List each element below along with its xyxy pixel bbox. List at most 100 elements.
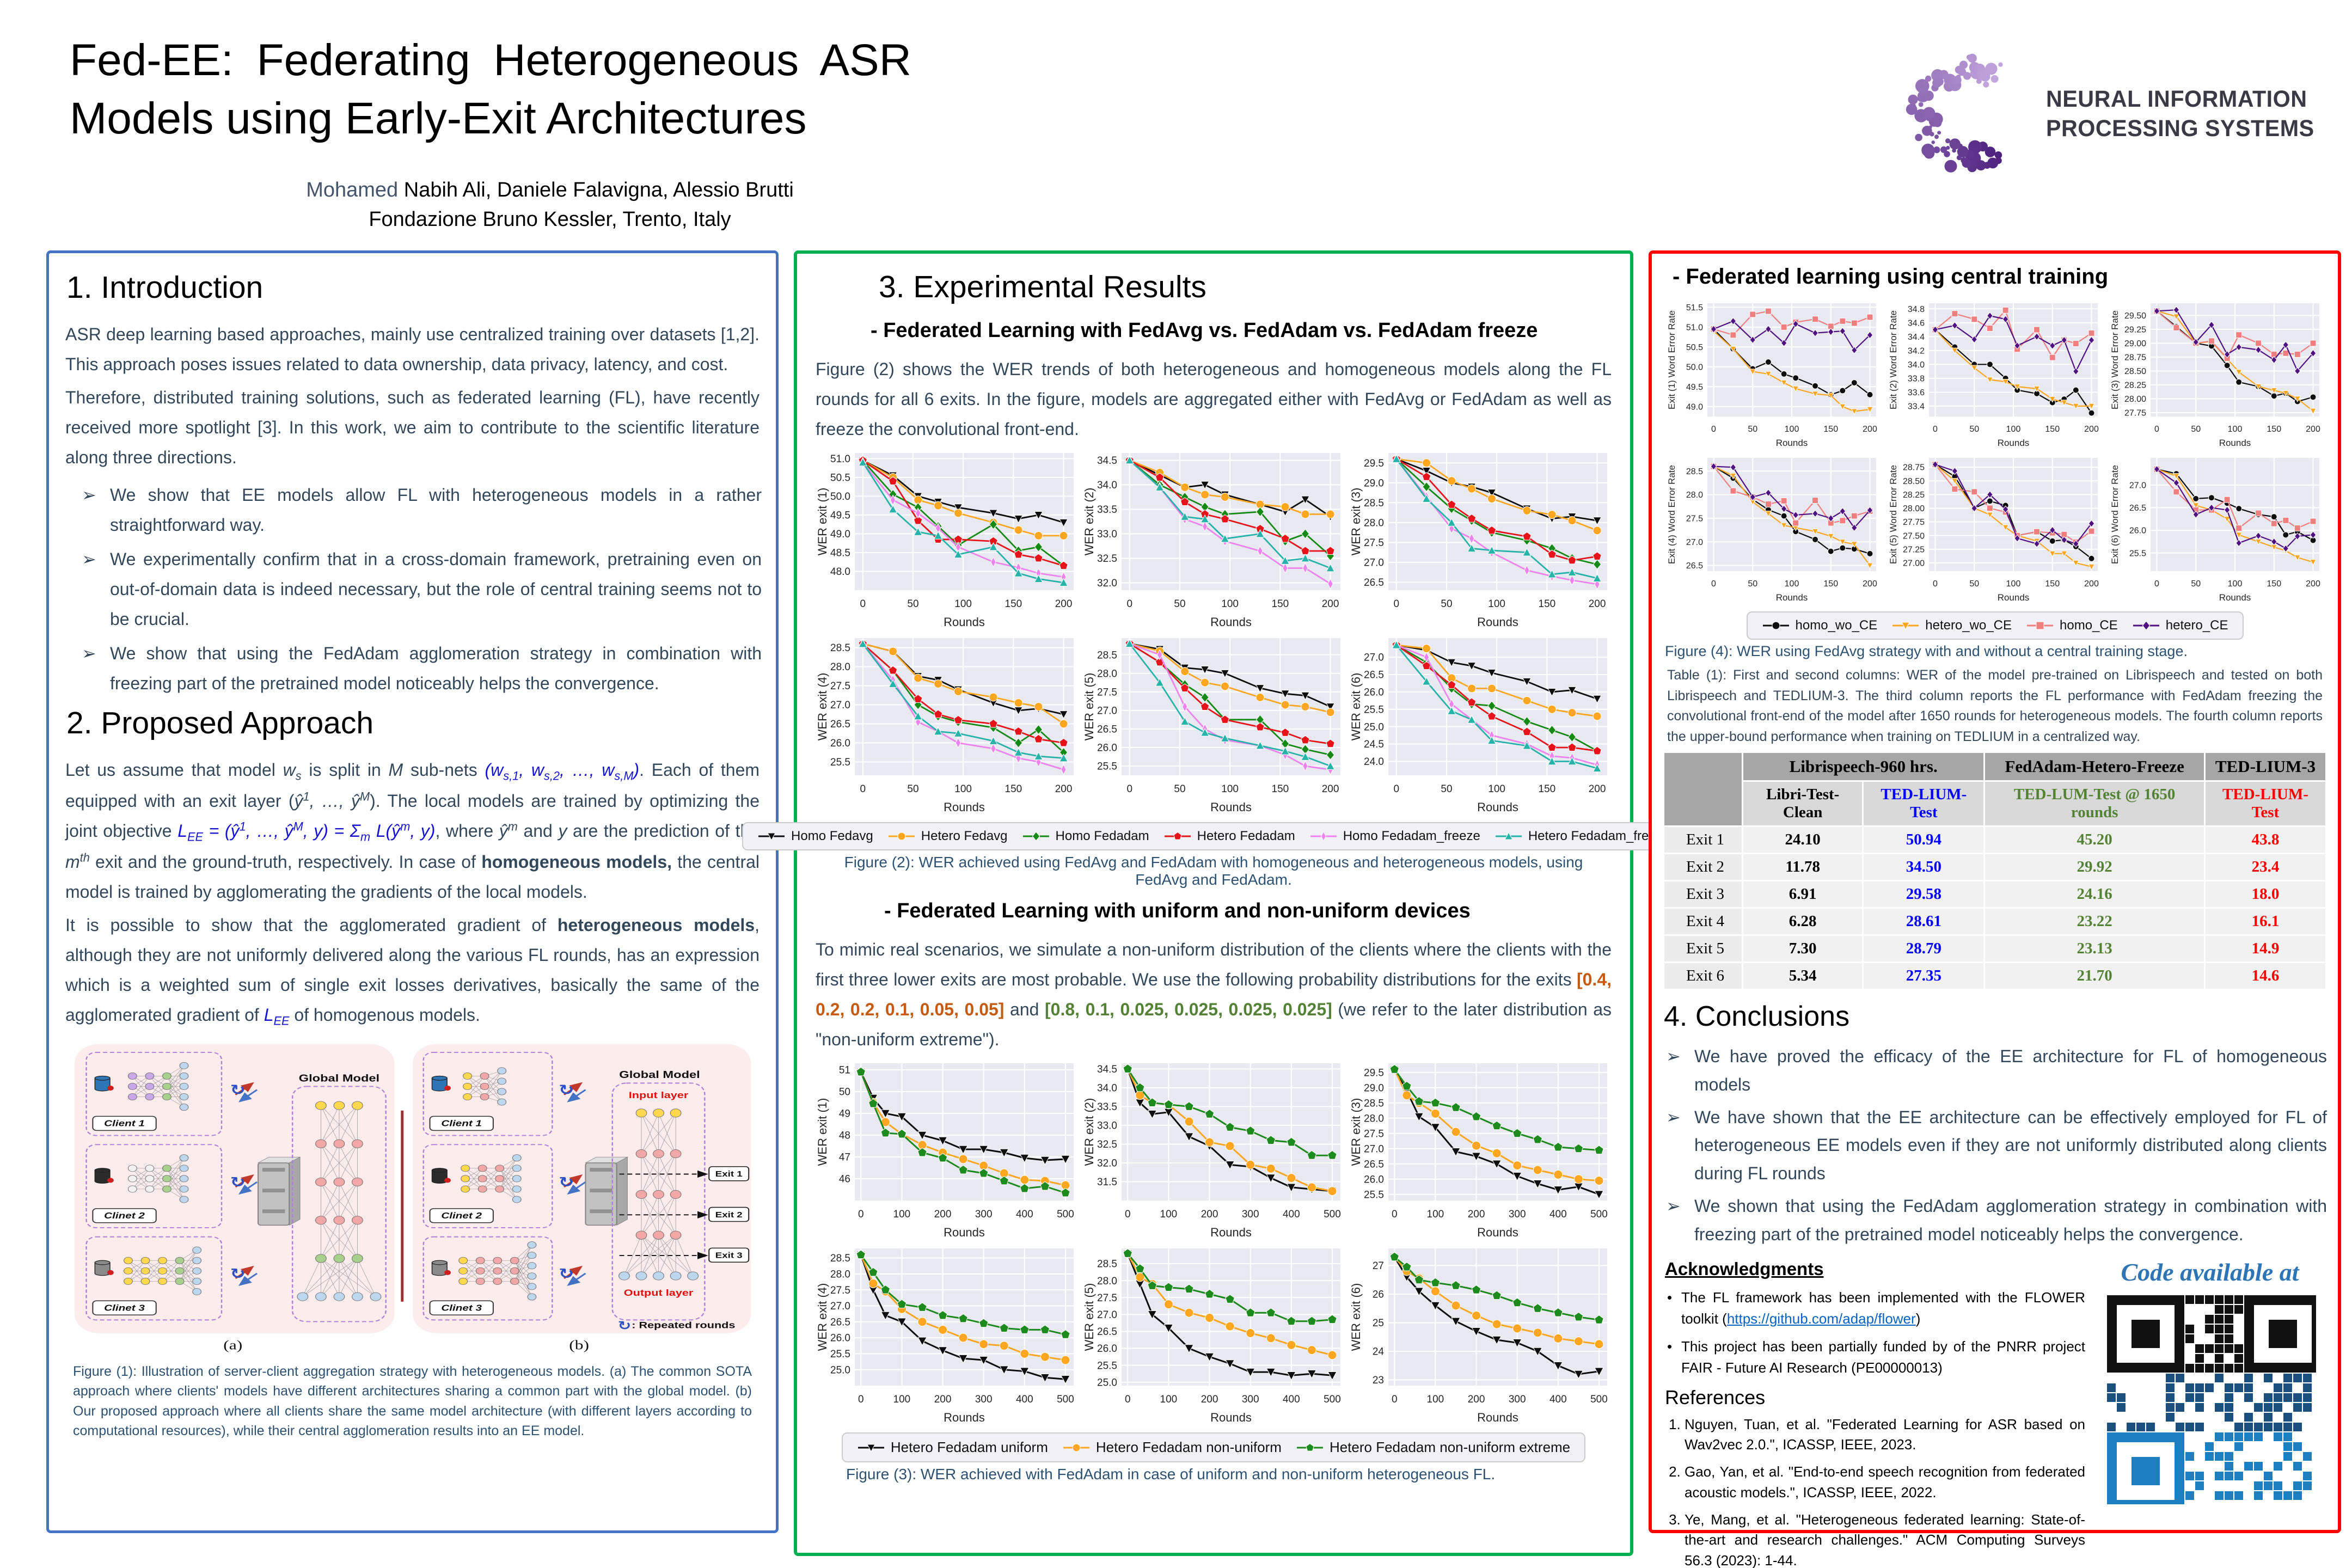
table-cell: 16.1: [2203, 907, 2328, 936]
svg-text:400: 400: [1549, 1209, 1567, 1220]
svg-text:WER exit (1): WER exit (1): [816, 488, 829, 556]
intro-bullet: We show that EE models allow FL with het…: [82, 480, 762, 540]
svg-text:100: 100: [893, 1209, 911, 1220]
approach-paragraph-2: It is possible to show that the agglomer…: [65, 915, 760, 1028]
title-line-2: Models using Early-Exit Architectures: [70, 93, 807, 143]
acknowledgments-list: The FL framework has been implemented wi…: [1663, 1287, 2085, 1379]
svg-text:500: 500: [1057, 1209, 1074, 1220]
legend-item: Hetero Fedadam uniform: [857, 1439, 1048, 1456]
svg-text:25.5: 25.5: [830, 1349, 850, 1360]
svg-text:150: 150: [1539, 783, 1556, 795]
svg-text:100: 100: [1427, 1394, 1444, 1405]
svg-text:Clinet 3: Clinet 3: [104, 1303, 145, 1313]
table-row: Exit 3 6.91 29.58 24.16 18.0: [1663, 880, 2328, 909]
figure4-caption: Figure (4): WER using FedAvg strategy wi…: [1665, 643, 2188, 659]
svg-text:34.0: 34.0: [1097, 1083, 1117, 1094]
svg-text:27.75: 27.75: [1903, 518, 1925, 527]
svg-text:25.5: 25.5: [1097, 1361, 1117, 1372]
svg-text:150: 150: [1539, 598, 1556, 610]
svg-text:Global Model: Global Model: [298, 1073, 379, 1084]
svg-text:300: 300: [1242, 1394, 1259, 1405]
svg-text:28.0: 28.0: [1686, 491, 1703, 500]
svg-text:Rounds: Rounds: [1210, 800, 1252, 814]
svg-text:27.0: 27.0: [830, 1301, 850, 1312]
table-cell: 6.28: [1741, 907, 1864, 936]
table-cell: 14.6: [2203, 961, 2328, 990]
svg-text:WER exit (3): WER exit (3): [1349, 1098, 1363, 1166]
svg-text:200: 200: [1055, 783, 1073, 795]
svg-text:34.8: 34.8: [1908, 305, 1925, 314]
svg-text:25.5: 25.5: [830, 757, 850, 768]
svg-text:25: 25: [1373, 1318, 1384, 1329]
svg-text:Exit (2) Word Error Rate: Exit (2) Word Error Rate: [1888, 310, 1898, 409]
table-col-header: TED-LIUM-Test: [1862, 780, 1986, 827]
fig3-panel-1: 46 47 48 49 50 51 0 100 200 300 400 500 Rounds WER ex…: [816, 1063, 1074, 1239]
fig2-panel-5: 25.5 26.0 26.5 27.0 27.5 28.0 28.5 0 50 100 150 200…: [1082, 638, 1340, 814]
svg-text:200: 200: [1863, 425, 1877, 434]
reference-item: Gao, Yan, et al. "End-to-end speech reco…: [1685, 1462, 2085, 1503]
svg-text:29.25: 29.25: [2124, 326, 2146, 335]
svg-text:34.5: 34.5: [1097, 1064, 1117, 1075]
svg-text:28.00: 28.00: [1903, 504, 1925, 513]
svg-text:200: 200: [1589, 598, 1606, 610]
svg-text:26.0: 26.0: [1097, 743, 1117, 754]
svg-text:28.0: 28.0: [1364, 1113, 1384, 1125]
fig4-panel-1: 49.0 49.5 50.0 50.5 51.0 51.5 0 50 100 150 200 Roun…: [1667, 303, 1877, 448]
svg-text:300: 300: [975, 1394, 993, 1405]
svg-text:25.5: 25.5: [2129, 549, 2146, 558]
svg-text:50: 50: [1748, 579, 1758, 589]
svg-text:400: 400: [1549, 1394, 1567, 1405]
svg-text:Rounds: Rounds: [944, 615, 985, 629]
svg-text:Exit (1) Word Error Rate: Exit (1) Word Error Rate: [1667, 310, 1677, 409]
results-paragraph-1: Figure (2) shows the WER trends of both …: [816, 359, 1612, 439]
svg-text:WER exit (1): WER exit (1): [816, 1098, 829, 1166]
table-cell: 27.35: [1862, 961, 1986, 990]
svg-text:100: 100: [1488, 598, 1505, 610]
ack-item: This project has been partially funded b…: [1663, 1336, 2085, 1379]
svg-text:50: 50: [1748, 425, 1758, 434]
authors-line: Mohamed Nabih Ali, Daniele Falavigna, Al…: [152, 179, 947, 202]
svg-text:49.5: 49.5: [830, 510, 850, 522]
svg-text:0: 0: [1393, 783, 1399, 795]
svg-text:0: 0: [1393, 598, 1399, 610]
table-col-header: Libri-Test-Clean: [1741, 780, 1864, 827]
svg-text:46: 46: [839, 1174, 850, 1185]
svg-text:29.0: 29.0: [1364, 1083, 1384, 1094]
intro-paragraph-1: ASR deep learning based approaches, main…: [65, 324, 759, 375]
table-group-header: FedAdam-Hetero-Freeze: [1983, 751, 2206, 782]
figure1-svg: Client 1 Clinet 2 Clinet 3 ↻ ↻ ↻ Global …: [74, 1044, 751, 1353]
table-cell: 43.8: [2203, 825, 2328, 854]
svg-text:28.50: 28.50: [1903, 477, 1925, 486]
svg-text:28.75: 28.75: [1903, 463, 1925, 473]
svg-text:100: 100: [2006, 579, 2021, 589]
ack-item: The FL framework has been implemented wi…: [1663, 1287, 2085, 1330]
figure3-chart-grid: 46 47 48 49 50 51 0 100 200 300 400 500 Rounds WER ex…: [813, 1058, 1614, 1427]
table-row-label: Exit 5: [1663, 934, 1743, 963]
table1-caption: Table (1): First and second columns: WER…: [1667, 667, 2323, 744]
fig2-panel-1: 48.0 48.5 49.0 49.5 50.0 50.5 51.0 0 50 100 150 200…: [816, 453, 1074, 629]
svg-text:Clinet 2: Clinet 2: [441, 1210, 482, 1220]
reference-item: Nguyen, Tuan, et al. "Federated Learning…: [1685, 1414, 2085, 1455]
svg-text:27.00: 27.00: [1903, 559, 1925, 568]
svg-text:28.5: 28.5: [1686, 467, 1703, 476]
flower-toolkit-link[interactable]: https://github.com/adap/flower: [1726, 1310, 1916, 1327]
table-group-header: Librispeech-960 hrs.: [1741, 751, 1986, 782]
svg-text:150: 150: [1272, 783, 1289, 795]
svg-text:34.0: 34.0: [1908, 360, 1925, 370]
table-row: Exit 5 7.30 28.79 23.13 14.9: [1663, 934, 2328, 963]
svg-text:150: 150: [2045, 579, 2060, 589]
svg-text:24: 24: [1373, 1346, 1385, 1358]
table-cell: 29.92: [1983, 853, 2206, 881]
svg-text:(a): (a): [223, 1338, 242, 1353]
table-row-label: Exit 2: [1663, 853, 1743, 881]
svg-text:100: 100: [893, 1394, 911, 1405]
table-cell: 18.0: [2203, 880, 2328, 909]
legend-item: Hetero Fedavg: [887, 829, 1008, 844]
fig4-panel-5: 27.00 27.25 27.50 27.75 28.00 28.25 28.50 28.75…: [1888, 458, 2099, 603]
svg-text:28.5: 28.5: [830, 642, 850, 654]
svg-text:27.5: 27.5: [830, 1285, 850, 1296]
figure3-legend: Hetero Fedadam uniform Hetero Fedadam no…: [813, 1432, 1614, 1463]
table-row-label: Exit 1: [1663, 825, 1743, 854]
legend-item: Hetero Fedadam_freeze: [1494, 829, 1670, 844]
code-available-label: Code available at: [2121, 1258, 2299, 1286]
